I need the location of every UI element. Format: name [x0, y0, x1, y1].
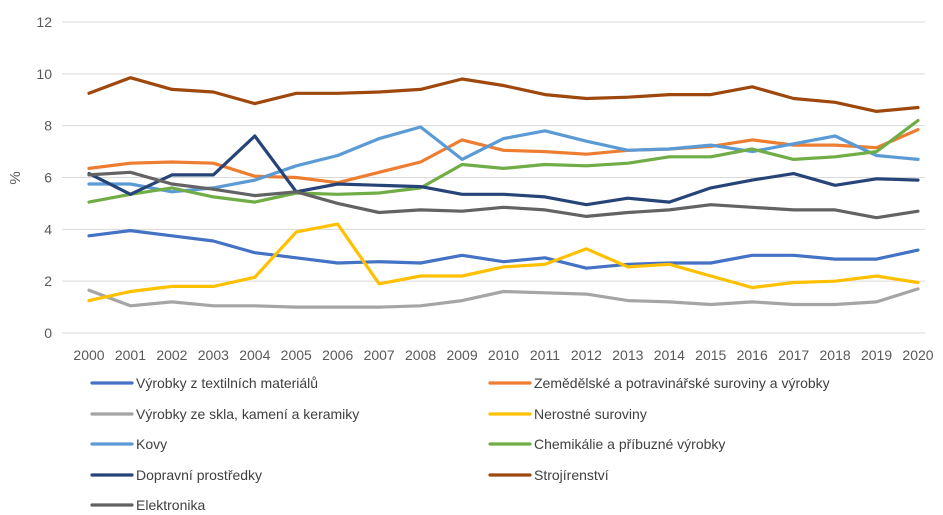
series-line	[87, 170, 920, 220]
x-tick-label: 2019	[861, 347, 892, 363]
series-line	[87, 134, 920, 207]
series-line	[87, 76, 920, 114]
x-tick-label: 2015	[695, 347, 726, 363]
y-tick-label: 10	[36, 66, 52, 82]
y-tick-label: 4	[44, 221, 52, 237]
x-tick-label: 2002	[156, 347, 187, 363]
legend-label: Chemikálie a příbuzné výrobky	[534, 436, 725, 452]
legend-label: Strojírenství	[534, 467, 609, 483]
x-tick-label: 2007	[364, 347, 395, 363]
y-tick-label: 0	[44, 325, 52, 341]
legend-label: Dopravní prostředky	[136, 467, 262, 483]
x-tick-label: 2010	[488, 347, 519, 363]
x-tick-label: 2008	[405, 347, 436, 363]
series-line	[87, 287, 920, 309]
series-line	[87, 128, 920, 185]
x-tick-label: 2009	[446, 347, 477, 363]
x-tick-label: 2006	[322, 347, 353, 363]
series-line	[87, 222, 920, 303]
x-tick-label: 2000	[73, 347, 104, 363]
y-axis-label: %	[7, 171, 24, 184]
legend-label: Výrobky ze skla, kamení a keramiky	[136, 406, 359, 422]
y-tick-label: 2	[44, 273, 52, 289]
series-line	[87, 229, 920, 270]
series-lines	[87, 76, 920, 309]
x-tick-label: 2013	[612, 347, 643, 363]
x-tick-label: 2004	[239, 347, 270, 363]
x-tick-label: 2001	[115, 347, 146, 363]
x-tick-label: 2014	[654, 347, 685, 363]
gridlines	[62, 21, 925, 334]
y-tick-label: 6	[44, 170, 52, 186]
series-line	[87, 125, 920, 194]
legend-label: Výrobky z textilních materiálů	[136, 375, 318, 391]
x-tick-label: 2012	[571, 347, 602, 363]
x-axis-ticks: 2000 2001 2002 2003 2004 2005 2006 2007 2008 2009…	[73, 347, 933, 363]
x-tick-label: 2020	[902, 347, 933, 363]
y-tick-label: 12	[36, 14, 52, 30]
y-tick-label: 8	[44, 118, 52, 134]
legend-label: Kovy	[136, 436, 167, 452]
legend-label: Elektronika	[136, 497, 205, 513]
y-axis-ticks: 0 2 4 6 8 10 12	[36, 14, 52, 341]
x-tick-label: 2017	[778, 347, 809, 363]
legend-label: Zemědělské a potravinářské suroviny a vý…	[534, 375, 830, 391]
x-tick-label: 2018	[820, 347, 851, 363]
legend: Výrobky z textilních materiálů Zemědělské…	[90, 375, 830, 513]
series-line	[87, 118, 920, 204]
x-tick-label: 2011	[530, 347, 560, 363]
x-tick-label: 2016	[737, 347, 768, 363]
x-tick-label: 2003	[198, 347, 229, 363]
x-tick-label: 2005	[281, 347, 312, 363]
legend-label: Nerostné suroviny	[534, 406, 647, 422]
